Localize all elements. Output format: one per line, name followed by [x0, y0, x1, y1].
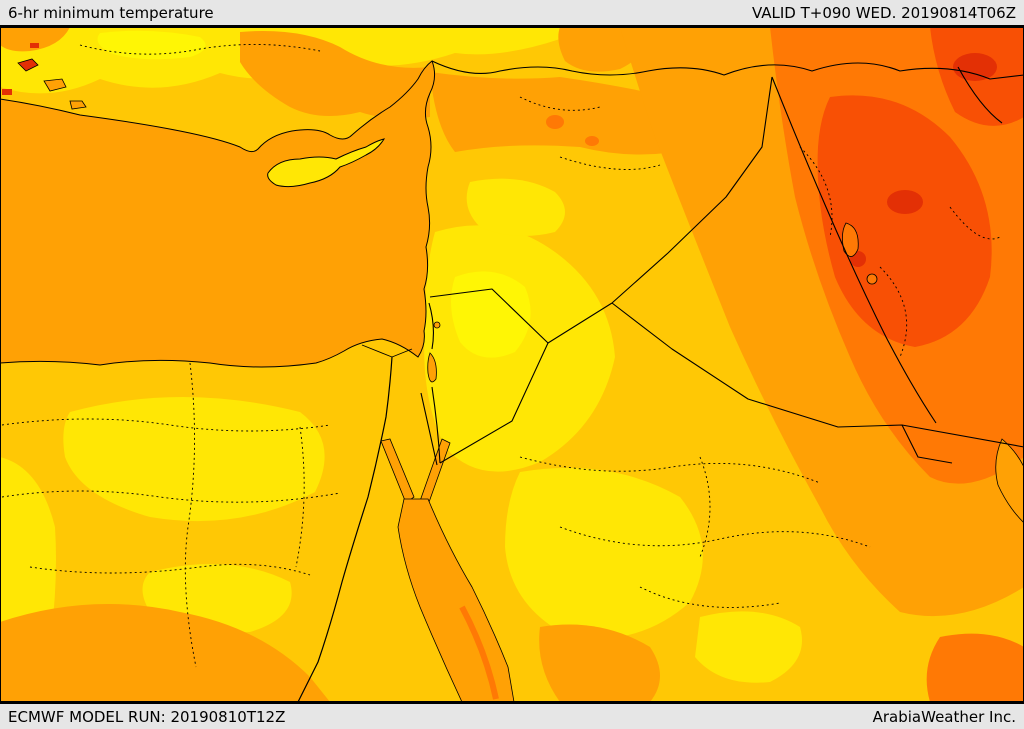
red-speck-aegean-1: [2, 89, 12, 95]
contour-orange-west-saudi: [539, 624, 660, 702]
persian-gulf: [995, 438, 1024, 524]
contour-yellow-north-saudi: [505, 467, 703, 639]
temperature-map-svg: [0, 27, 1024, 702]
inland-waters: [427, 222, 1024, 524]
valid-time-label: VALID T+090 WED. 20190814T06Z: [751, 3, 1016, 22]
mediterranean-sea: [0, 60, 436, 368]
red-zones: [2, 43, 997, 267]
contour-deep-orange-se-corner: [926, 633, 1024, 702]
nile-river: [297, 356, 393, 702]
border-jordan-syria: [429, 288, 613, 344]
nile-delta: [361, 344, 413, 358]
lake-urmia: [842, 222, 859, 257]
header-bar: 6-hr minimum temperature VALID T+090 WED…: [0, 0, 1024, 27]
contour-orange-corner-topleft: [0, 27, 70, 52]
admin-egypt-1: [1, 418, 331, 432]
contour-deep-orange-syria-spot-2: [585, 136, 599, 146]
island-2: [43, 78, 67, 92]
contour-deep-orange-syria-spot-1: [546, 115, 564, 129]
admin-egypt-4: [184, 362, 197, 668]
contour-orange-bottom-left: [0, 604, 330, 702]
contour-bright-yellow-jordan: [451, 271, 531, 358]
contour-yellow-se-patch: [695, 611, 802, 683]
island-1: [17, 58, 39, 72]
admin-borders-dotted: [1, 44, 1001, 668]
red-speck-aegean-2: [30, 43, 39, 48]
island-3: [69, 100, 87, 110]
border-jordan-saudi: [439, 342, 549, 464]
model-run-label: ECMWF MODEL RUN: 20190810T12Z: [8, 707, 286, 726]
admin-saudi-4: [699, 456, 711, 558]
border-turkey-south: [431, 60, 1024, 80]
admin-saudi-3: [639, 586, 781, 608]
credit-label: ArabiaWeather Inc.: [872, 707, 1016, 726]
border-saudi-iraq: [611, 302, 1024, 448]
footer-bar: ECMWF MODEL RUN: 20190810T12Z ArabiaWeat…: [0, 702, 1024, 729]
contour-orange-antalya: [240, 31, 430, 119]
map-title: 6-hr minimum temperature: [8, 3, 214, 22]
red-sea: [380, 438, 515, 702]
admin-iraq-1: [799, 146, 833, 238]
gulf-of-suez: [380, 438, 415, 504]
admin-egypt-5: [295, 426, 305, 568]
red-sea-deep-streak: [459, 605, 499, 700]
border-iran-iraq: [771, 76, 937, 424]
border-jordan-valley: [428, 302, 441, 464]
aegean-islands: [17, 58, 87, 110]
admin-syria-1: [559, 156, 661, 170]
sea-of-galilee: [433, 321, 441, 329]
admin-turkey-1: [79, 44, 321, 55]
cyprus-island: [267, 138, 386, 188]
border-turkey-iran: [957, 66, 1003, 124]
admin-iran-1: [879, 266, 908, 358]
admin-saudi-2: [559, 526, 871, 548]
border-kuwait: [901, 424, 953, 464]
lake-small-iran: [866, 273, 878, 285]
country-borders: [420, 60, 1024, 466]
contour-bright-yellow-turkey: [97, 30, 206, 60]
dead-sea: [427, 352, 437, 383]
red-spot-topright: [953, 53, 997, 81]
contour-yellow-syria: [466, 178, 565, 236]
admin-egypt-2: [1, 490, 341, 503]
contour-red-orange-iraq-core: [817, 95, 992, 347]
red-spot-iraq: [887, 190, 923, 214]
contour-orange-north-syria: [430, 72, 708, 155]
border-syria-iraq: [611, 76, 773, 304]
border-israel-egypt: [420, 392, 438, 466]
map-area: [0, 27, 1024, 702]
